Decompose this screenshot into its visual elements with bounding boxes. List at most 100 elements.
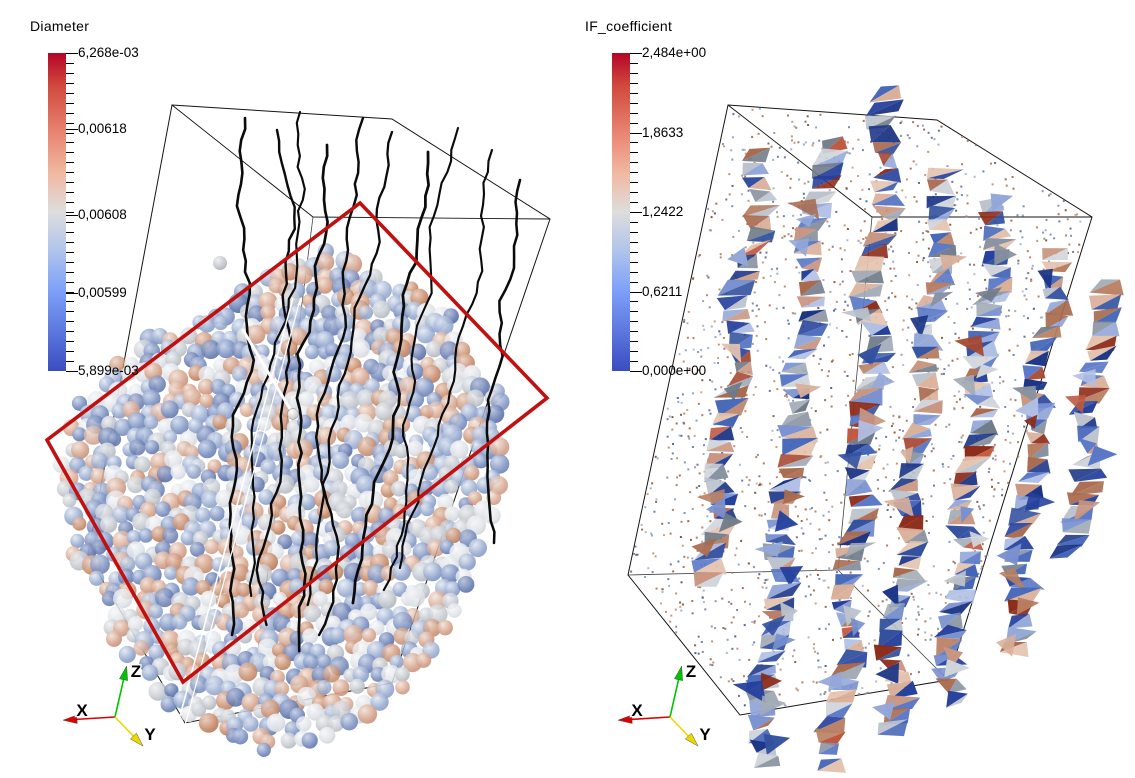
colorbar-minor-tick bbox=[66, 231, 74, 233]
colorbar-label: 2,484e+00 bbox=[642, 45, 707, 60]
colorbar-minor-tick bbox=[630, 202, 638, 204]
colorbar-label: 0,6211 bbox=[642, 283, 683, 299]
fiber-tube bbox=[691, 147, 781, 587]
colorbar-minor-tick bbox=[66, 92, 74, 94]
colorbar-major-tick bbox=[66, 214, 78, 216]
axis-triad: X Z Y bbox=[62, 661, 158, 747]
colorbar-minor-tick bbox=[630, 301, 638, 303]
colorbar-major-tick bbox=[630, 212, 642, 213]
fiber-tube bbox=[732, 136, 848, 768]
colorbar-major-tick bbox=[66, 292, 78, 294]
colorbar-minor-tick bbox=[630, 281, 638, 283]
colorbar-minor-tick bbox=[66, 361, 74, 363]
colorbar-minor-tick bbox=[630, 102, 638, 104]
clip-plane-outline[interactable] bbox=[44, 200, 550, 685]
colorbar-minor-tick bbox=[630, 251, 638, 253]
colorbar-label: 1,8633 bbox=[642, 124, 684, 140]
colorbar-minor-tick bbox=[66, 311, 74, 313]
plane-origin-handle[interactable] bbox=[287, 408, 299, 420]
colorbar-minor-tick bbox=[66, 251, 74, 253]
fiber bbox=[485, 178, 522, 545]
plane-normal-line[interactable] bbox=[176, 297, 294, 728]
colorbar-minor-tick bbox=[66, 62, 74, 64]
colorbar-minor-tick bbox=[66, 261, 74, 263]
colorbar-minor-tick bbox=[66, 72, 74, 74]
colorbar-minor-tick bbox=[630, 351, 638, 353]
colorbar-gradient bbox=[48, 53, 66, 371]
x-axis-arrow bbox=[62, 714, 78, 724]
colorbar-minor-tick bbox=[630, 321, 638, 323]
colorbar-minor-tick bbox=[66, 192, 74, 194]
colorbar-major-tick bbox=[630, 291, 642, 293]
colorbar-minor-tick bbox=[66, 212, 74, 213]
colorbar-minor-tick bbox=[630, 192, 638, 194]
z-axis-label: Z bbox=[131, 662, 141, 681]
colorbar-label: 5,899e-03 bbox=[78, 363, 139, 378]
colorbar-minor-tick bbox=[66, 182, 74, 184]
colorbar-major-tick bbox=[630, 371, 642, 372]
colorbar-major-tick bbox=[630, 132, 642, 134]
colorbar-minor-tick bbox=[630, 142, 638, 144]
colorbar-minor-tick bbox=[630, 62, 638, 64]
axis-triad: X Z Y bbox=[617, 661, 713, 747]
colorbar-title: Diameter bbox=[30, 18, 90, 34]
colorbar-minor-tick bbox=[630, 361, 638, 363]
colorbar-if-coefficient[interactable]: IF_coefficient 2,484e+00 1,8633 1,2422 0,62… bbox=[585, 18, 742, 386]
colorbar-label: 1,2422 bbox=[642, 204, 684, 219]
plane-normal-line[interactable] bbox=[183, 299, 301, 730]
fiber-tube bbox=[931, 193, 1017, 708]
colorbar-minor-tick bbox=[630, 341, 638, 343]
colorbar-minor-tick bbox=[66, 122, 74, 124]
y-axis-arrow bbox=[685, 732, 699, 747]
colorbar-minor-tick bbox=[66, 301, 74, 303]
colorbar-minor-tick bbox=[66, 152, 74, 154]
colorbar-diameter[interactable]: Diameter 6,268e-03 0,00618 0,00608 0,00599 5… bbox=[28, 18, 178, 386]
colorbar-major-tick bbox=[630, 53, 642, 54]
x-axis-arrow bbox=[617, 714, 633, 724]
y-axis-label: Y bbox=[144, 725, 156, 744]
colorbar-minor-tick bbox=[630, 172, 638, 174]
colorbar-label: 0,000e+00 bbox=[642, 363, 707, 378]
colorbar-label: 0,00618 bbox=[78, 120, 127, 136]
z-axis-label: Z bbox=[686, 662, 696, 681]
fiber bbox=[382, 126, 460, 592]
colorbar-minor-tick bbox=[630, 162, 638, 164]
colorbar-major-tick bbox=[66, 53, 78, 54]
colorbar-minor-tick bbox=[630, 231, 638, 233]
fiber bbox=[228, 116, 256, 637]
fiber-tube bbox=[872, 167, 968, 737]
colorbar-minor-tick bbox=[630, 261, 638, 263]
colorbar-minor-tick bbox=[66, 102, 74, 104]
z-axis-arrow bbox=[119, 665, 128, 681]
colorbar-minor-tick bbox=[630, 122, 638, 124]
colorbar-minor-tick bbox=[66, 132, 74, 134]
colorbar-minor-tick bbox=[66, 321, 74, 323]
colorbar-minor-tick bbox=[630, 182, 638, 184]
colorbar-minor-tick bbox=[66, 142, 74, 144]
colorbar-minor-tick bbox=[66, 341, 74, 343]
x-axis-label: X bbox=[76, 701, 88, 720]
colorbar-label: 0,00599 bbox=[78, 284, 127, 300]
colorbar-minor-tick bbox=[630, 331, 638, 333]
colorbar-major-tick bbox=[66, 371, 78, 372]
fiber bbox=[306, 130, 394, 607]
clip-plane-widget[interactable] bbox=[44, 200, 550, 730]
colorbar-minor-tick bbox=[66, 351, 74, 353]
plane-normal-arrow[interactable] bbox=[241, 328, 295, 416]
fiber-tube bbox=[996, 248, 1074, 658]
colorbar-minor-tick bbox=[630, 82, 638, 84]
colorbar-minor-tick bbox=[66, 221, 74, 223]
colorbar-minor-tick bbox=[66, 281, 74, 283]
colorbar-minor-tick bbox=[66, 202, 74, 204]
colorbar-minor-tick bbox=[66, 291, 74, 293]
colorbar-minor-tick bbox=[630, 92, 638, 94]
fiber-tubes bbox=[691, 85, 1124, 773]
x-axis-label: X bbox=[631, 701, 643, 720]
colorbar-minor-tick bbox=[630, 152, 638, 154]
floating-sphere bbox=[213, 256, 227, 270]
colorbar-minor-tick bbox=[66, 82, 74, 84]
colorbar-gradient bbox=[612, 53, 630, 371]
colorbar-minor-tick bbox=[630, 72, 638, 74]
